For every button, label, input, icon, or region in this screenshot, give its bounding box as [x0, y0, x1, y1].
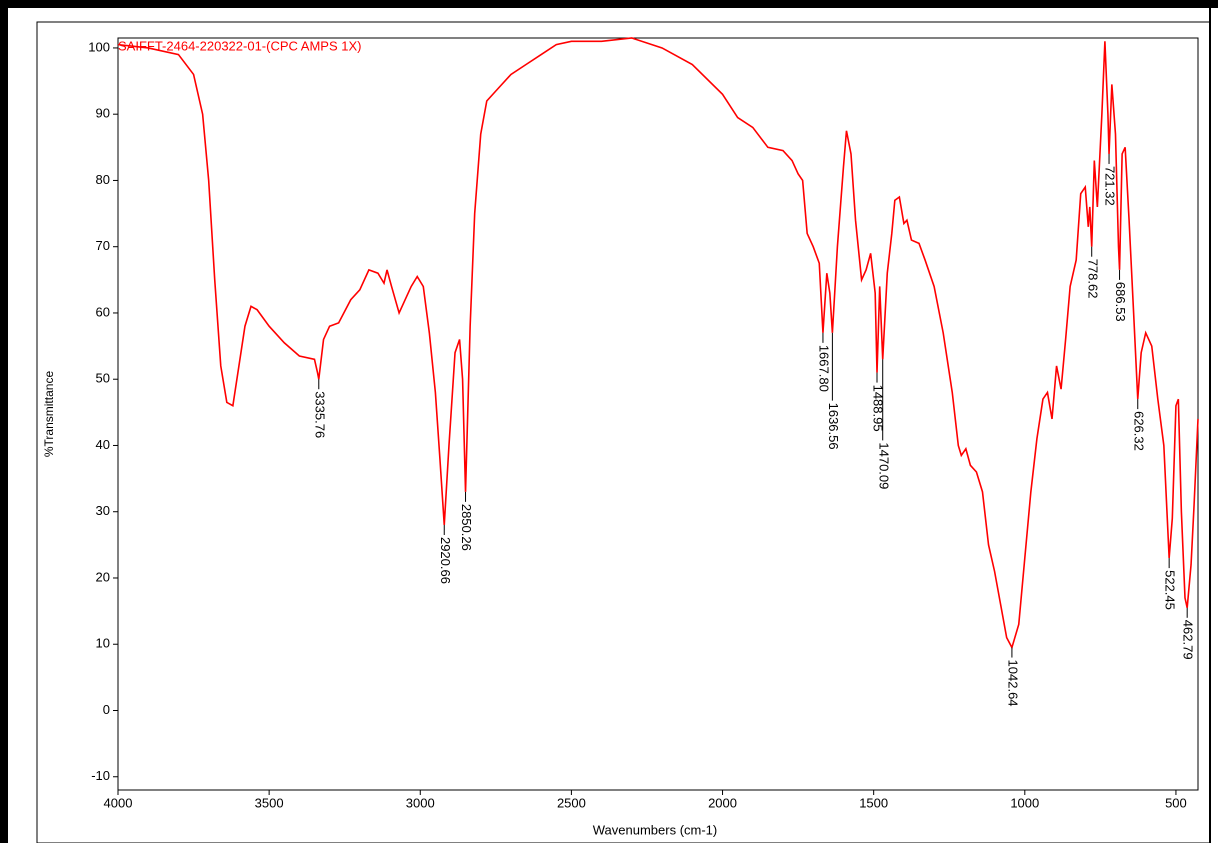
- peak-label: 1636.56: [826, 403, 841, 450]
- x-tick-label: 500: [1165, 795, 1187, 810]
- x-tick-label: 4000: [104, 795, 133, 810]
- x-axis-label: Wavenumbers (cm-1): [593, 822, 717, 837]
- y-tick-label: 90: [96, 106, 110, 121]
- plot-area: [117, 37, 1199, 791]
- x-tick-label: 1500: [859, 795, 888, 810]
- frame-top: [0, 0, 1218, 8]
- inner-frame: [36, 21, 1211, 843]
- y-tick-label: 0: [103, 702, 110, 717]
- x-tick-label: 2000: [708, 795, 737, 810]
- peak-label: 1470.09: [876, 442, 891, 489]
- y-tick-label: 30: [96, 503, 110, 518]
- y-axis-label: %Transmittance: [42, 371, 56, 458]
- x-tick-label: 3500: [255, 795, 284, 810]
- frame-left: [0, 0, 8, 843]
- y-tick-label: 50: [96, 371, 110, 386]
- peak-label: 462.79: [1181, 620, 1196, 660]
- y-tick-label: 20: [96, 569, 110, 584]
- peak-label: 778.62: [1085, 259, 1100, 299]
- y-tick-label: 40: [96, 437, 110, 452]
- peak-label: 626.32: [1131, 411, 1146, 451]
- chart-title: SAIFFT-2464-220322-01-(CPC AMPS 1X): [118, 38, 362, 53]
- x-tick-label: 1000: [1010, 795, 1039, 810]
- y-tick-label: 80: [96, 172, 110, 187]
- peak-label: 2850.26: [459, 504, 474, 551]
- peak-label: 1042.64: [1005, 660, 1020, 707]
- spectrum-line: [117, 37, 1199, 650]
- y-tick-label: 70: [96, 238, 110, 253]
- peak-label: 1667.80: [817, 345, 832, 392]
- peak-label: 686.53: [1113, 282, 1128, 322]
- peak-label: 721.32: [1103, 166, 1118, 206]
- y-tick-label: 10: [96, 636, 110, 651]
- peak-label: 522.45: [1163, 570, 1178, 610]
- y-tick-label: 100: [88, 39, 110, 54]
- peak-label: 3335.76: [312, 391, 327, 438]
- y-tick-label: -10: [91, 768, 110, 783]
- peak-label: 1488.95: [871, 385, 886, 432]
- peak-label: 2920.66: [438, 537, 453, 584]
- x-tick-label: 3000: [406, 795, 435, 810]
- x-tick-label: 2500: [557, 795, 586, 810]
- y-tick-label: 60: [96, 304, 110, 319]
